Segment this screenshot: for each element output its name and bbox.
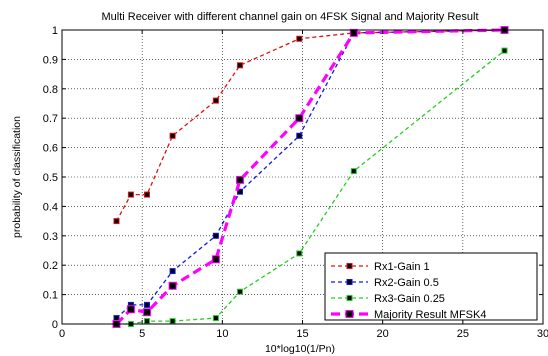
data-point	[236, 175, 244, 184]
data-point	[144, 301, 150, 308]
data-point	[295, 114, 304, 123]
y-tick-label: 0.3	[43, 231, 58, 243]
x-axis-label: 10*log10(1/Pn)	[265, 343, 335, 355]
x-tick-label: 25	[457, 328, 469, 340]
data-point	[113, 315, 120, 322]
data-point	[349, 28, 358, 37]
y-axis-label: probability of classification	[11, 116, 23, 238]
data-point	[212, 315, 219, 322]
legend-label: Majority Result MFSK4	[374, 309, 486, 321]
legend-marker	[346, 263, 353, 269]
data-point	[212, 97, 219, 104]
chart-title: Multi Receiver with different channel ga…	[101, 11, 478, 23]
data-point	[169, 318, 176, 325]
legend-items: Rx1-Gain 1 Rx2-Gain 0.5 Rx3-Gain 0.25 Major…	[331, 261, 486, 321]
axis-ticks	[61, 29, 544, 325]
x-tick-label: 30	[537, 328, 548, 340]
data-point	[168, 281, 177, 290]
y-tick-label: 0.1	[43, 290, 58, 302]
y-tick-label: 0.2	[43, 260, 58, 272]
data-point	[144, 191, 150, 198]
x-tick-label: 20	[377, 328, 389, 340]
y-tick-label: 0.5	[43, 172, 58, 184]
legend-label: Rx2-Gain 0.5	[374, 277, 439, 289]
legend-box	[324, 252, 538, 321]
legend-marker	[345, 310, 354, 318]
y-tick-label: 0.4	[43, 201, 58, 213]
data-point	[144, 318, 150, 325]
x-tick-label: 10	[216, 328, 228, 340]
x-tick-label: 5	[139, 328, 145, 340]
data-point	[212, 232, 219, 239]
legend-label: Rx3-Gain 0.25	[374, 293, 445, 305]
y-tick-label: 0.7	[43, 113, 58, 125]
data-point	[113, 218, 120, 225]
data-point	[350, 168, 357, 175]
y-tick-label: 1	[52, 25, 58, 37]
data-point	[127, 191, 134, 198]
legend-label: Rx1-Gain 1	[374, 261, 430, 273]
data-point	[126, 305, 135, 314]
data-point	[501, 47, 508, 54]
tick-labels: 0 5 10 15 20 25 30 0 0.1 0.2 0.3 0.4 0.5 0.6 0.7 0.8 0.9…	[43, 25, 548, 340]
data-point	[296, 132, 303, 139]
y-tick-label: 0.8	[43, 84, 58, 96]
legend: Rx1-Gain 1 Rx2-Gain 0.5 Rx3-Gain 0.25 Major…	[324, 252, 538, 321]
x-tick-label: 0	[59, 328, 65, 340]
data-point	[237, 62, 243, 69]
y-tick-label: 0.9	[43, 54, 58, 66]
data-point	[296, 35, 303, 42]
data-point	[143, 308, 151, 317]
data-point	[237, 188, 243, 195]
data-point	[237, 288, 243, 295]
y-tick-label: 0.6	[43, 143, 58, 155]
data-point	[211, 255, 220, 264]
y-tick-label: 0	[52, 319, 58, 331]
x-tick-label: 15	[296, 328, 308, 340]
data-point	[169, 268, 176, 275]
data-point	[296, 250, 303, 257]
data-point	[169, 132, 176, 139]
legend-marker	[346, 295, 353, 301]
series-line	[115, 29, 505, 222]
legend-marker	[346, 279, 353, 285]
